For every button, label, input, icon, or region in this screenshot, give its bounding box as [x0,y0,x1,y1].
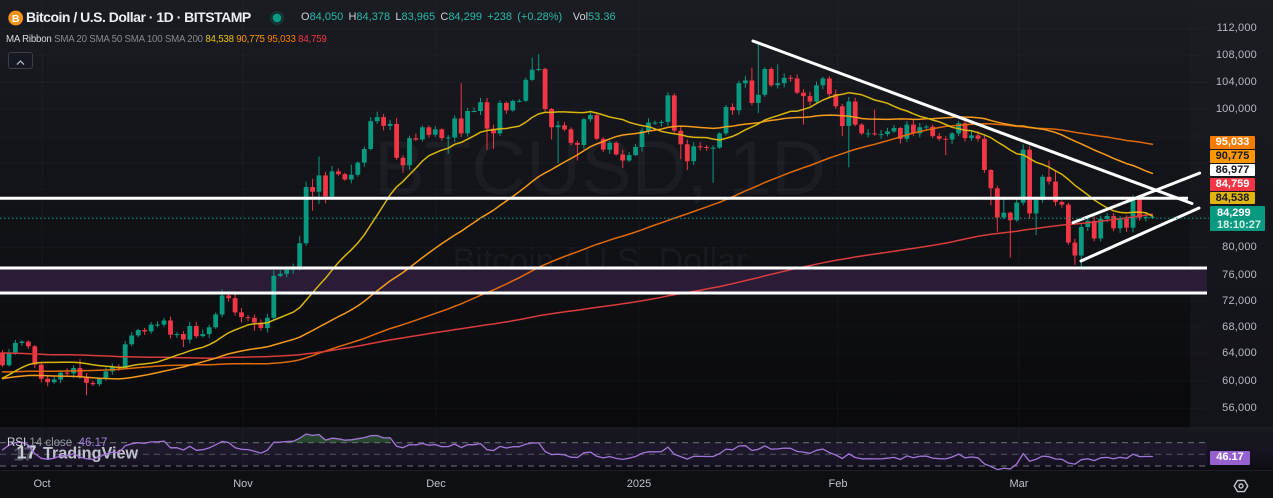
svg-text:17: 17 [14,445,34,465]
svg-text:17: 17 [17,443,37,463]
svg-text:B: B [12,13,20,25]
svg-text:TradingView: TradingView [43,445,138,463]
